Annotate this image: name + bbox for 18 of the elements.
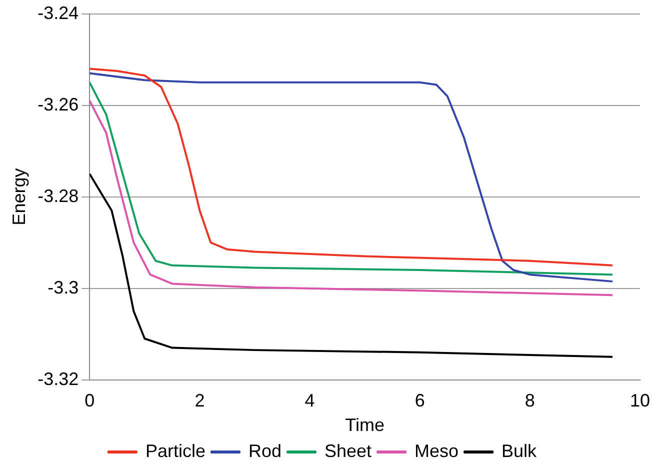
x-tick-label: 6 <box>414 390 425 411</box>
y-tick-label: -3.28 <box>38 186 79 206</box>
y-tick-label: -3.24 <box>38 2 79 23</box>
legend-label: Meso <box>414 440 459 461</box>
y-axis-title: Energy <box>8 168 29 226</box>
y-tick-label: -3.3 <box>48 277 79 298</box>
x-tick-label: 0 <box>84 390 95 411</box>
legend-label: Particle <box>145 440 206 461</box>
legend-label: Rod <box>248 440 282 461</box>
y-tick-label: -3.26 <box>38 94 79 114</box>
legend-label: Sheet <box>324 440 372 461</box>
x-tick-label: 2 <box>194 390 205 411</box>
legend-label: Bulk <box>502 440 538 461</box>
x-tick-label: 4 <box>304 390 315 411</box>
x-axis-title: Time <box>345 415 384 436</box>
x-tick-label: 8 <box>524 390 535 411</box>
y-tick-label: -3.32 <box>38 368 79 389</box>
x-tick-label: 10 <box>630 390 650 411</box>
